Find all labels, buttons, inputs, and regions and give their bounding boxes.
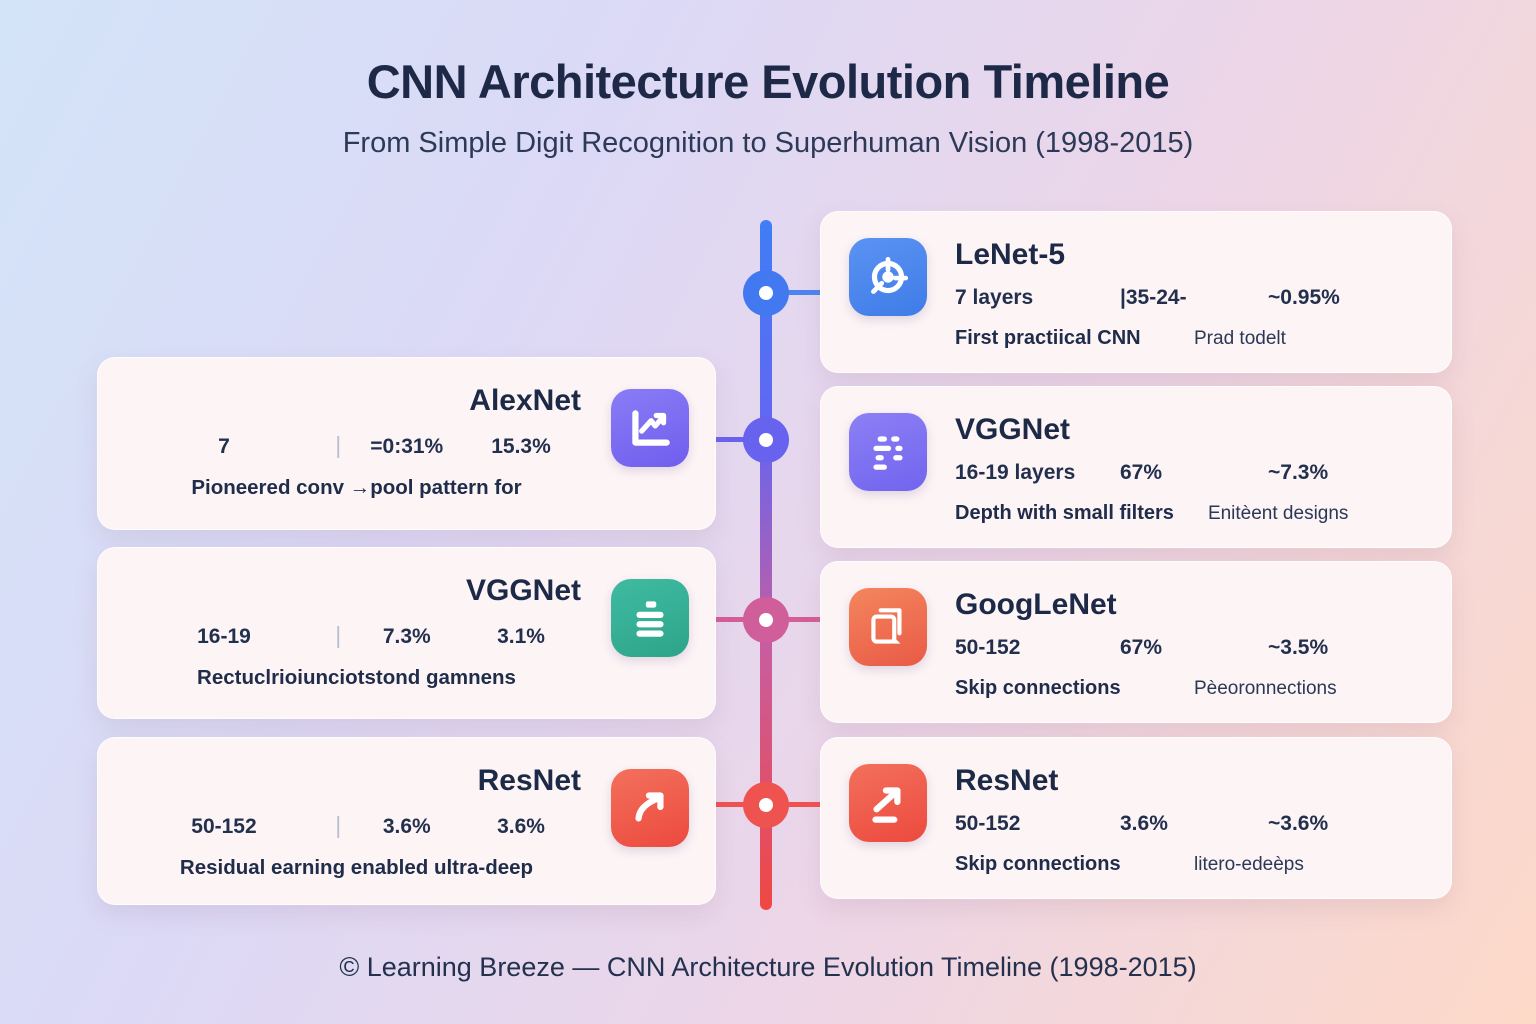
connector-lenet <box>766 290 822 295</box>
desc-primary: First practiical CNN <box>955 327 1141 349</box>
stat-error-rate: ~3.6% <box>1268 812 1329 835</box>
stats-row: 50-152 | 3.6% 3.6% <box>128 812 585 839</box>
stats-row: 7 layers |35-24- ~0.95% <box>955 286 1423 310</box>
dashes-icon <box>849 413 927 491</box>
node-dot <box>759 286 773 300</box>
desc-row: Skip connections litero-edeèps <box>955 853 1423 876</box>
card-lenet5: LeNet-5 7 layers |35-24- ~0.95% First pr… <box>820 211 1452 373</box>
stat-separator: | <box>335 812 342 838</box>
stats-row: 50-152 3.6% ~3.6% <box>955 812 1423 836</box>
desc-secondary: Prad todelt <box>1194 328 1286 349</box>
stat-separator: | <box>335 622 342 648</box>
stat-error-rate: ~3.5% <box>1268 636 1329 659</box>
card-title: ResNet <box>955 764 1059 797</box>
trend-up-underline-icon <box>849 764 927 842</box>
desc-primary: Skip connections <box>955 853 1121 875</box>
desc-secondary: Pèeoronnections <box>1194 678 1337 699</box>
stat-layers: 50-152 <box>955 636 1021 659</box>
trend-up-icon <box>611 769 689 847</box>
stat-layers: 7 <box>218 435 230 458</box>
card-vggnet-right: VGGNet 16-19 layers 67% ~7.3% Depth with… <box>820 386 1452 548</box>
card-title: VGGNet <box>465 574 581 607</box>
desc-row: Rectuclrioiunciotstond gamnens <box>197 666 516 689</box>
card-resnet-right: ResNet 50-152 3.6% ~3.6% Skip connection… <box>820 737 1452 899</box>
desc-primary: Depth with small filters <box>955 502 1174 524</box>
card-title: LeNet-5 <box>955 238 1066 271</box>
stat-layers: 7 layers <box>955 286 1034 309</box>
connector-vggnet-left <box>714 617 766 622</box>
stat-middle: =0:31% <box>370 435 444 458</box>
footer-credit: © Learning Breeze — CNN Architecture Evo… <box>339 952 1197 982</box>
timeline-node-alexnet <box>743 417 789 463</box>
stat-error-rate: ~0.95% <box>1268 286 1340 309</box>
desc-secondary: litero-edeèps <box>1194 854 1304 875</box>
card-alexnet: AlexNet 7 | =0:31% 15.3% Pioneered conv … <box>97 357 716 530</box>
wheel-icon <box>849 238 927 316</box>
page-title: CNN Architecture Evolution Timeline <box>366 55 1170 108</box>
card-title: ResNet <box>477 764 581 797</box>
chart-arrow-icon <box>611 389 689 467</box>
desc-secondary: Enitèent designs <box>1207 503 1349 524</box>
timeline-node-lenet <box>743 270 789 316</box>
timeline-node-resnet <box>743 782 789 828</box>
stat-middle: 3.6% <box>1120 812 1168 835</box>
stat-error-rate: 3.6% <box>497 815 545 838</box>
stats-row: 16-19 layers 67% ~7.3% <box>955 461 1423 485</box>
copy-squares-icon <box>849 588 927 666</box>
desc-primary: Skip connections <box>955 677 1121 699</box>
stat-middle: |35-24- <box>1120 286 1187 309</box>
stats-row: 50-152 67% ~3.5% <box>955 636 1423 660</box>
stat-error-rate: 15.3% <box>491 435 551 458</box>
node-dot <box>759 798 773 812</box>
stats-row: 7 | =0:31% 15.3% <box>128 432 585 459</box>
desc-row: Depth with small filters Enitèent design… <box>955 502 1423 525</box>
stat-middle: 7.3% <box>382 625 431 648</box>
card-resnet-left: ResNet 50-152 | 3.6% 3.6% Residual earni… <box>97 737 716 905</box>
stat-layers: 16-19 <box>197 625 251 648</box>
stat-middle: 3.6% <box>382 815 431 838</box>
list-bars-icon <box>611 579 689 657</box>
connector-googlenet <box>766 617 822 622</box>
connector-resnet-right <box>766 802 822 807</box>
stat-separator: | <box>335 432 342 458</box>
stat-error-rate: ~7.3% <box>1268 461 1329 484</box>
connector-alexnet <box>714 437 766 442</box>
desc-row: Pioneered conv →pool pattern for <box>191 476 522 499</box>
stats-row: 16-19 | 7.3% 3.1% <box>128 622 585 649</box>
desc-row: Residual earning enabled ultra-deep <box>179 856 534 879</box>
timeline-spine <box>760 220 772 910</box>
stat-layers: 50-152 <box>955 812 1021 835</box>
card-title: VGGNet <box>955 413 1071 446</box>
card-googlenet: GoogLeNet 50-152 67% ~3.5% Skip connecti… <box>820 561 1452 723</box>
stat-error-rate: 3.1% <box>497 625 545 648</box>
node-dot <box>759 433 773 447</box>
stat-layers: 50-152 <box>191 815 257 838</box>
card-vggnet-left: VGGNet 16-19 | 7.3% 3.1% Rectuclrioiunci… <box>97 547 716 719</box>
desc-row: First practiical CNN Prad todelt <box>955 327 1423 350</box>
desc-row: Skip connections Pèeoronnections <box>955 677 1423 700</box>
connector-resnet-left <box>714 802 766 807</box>
timeline-node-mid <box>743 597 789 643</box>
page-subtitle: From Simple Digit Recognition to Superhu… <box>342 127 1194 159</box>
card-title: GoogLeNet <box>955 588 1117 621</box>
node-dot <box>759 613 773 627</box>
card-title: AlexNet <box>469 384 581 417</box>
stat-layers: 16-19 layers <box>955 461 1076 484</box>
stat-middle: 67% <box>1120 636 1163 659</box>
stat-middle: 67% <box>1120 461 1163 484</box>
